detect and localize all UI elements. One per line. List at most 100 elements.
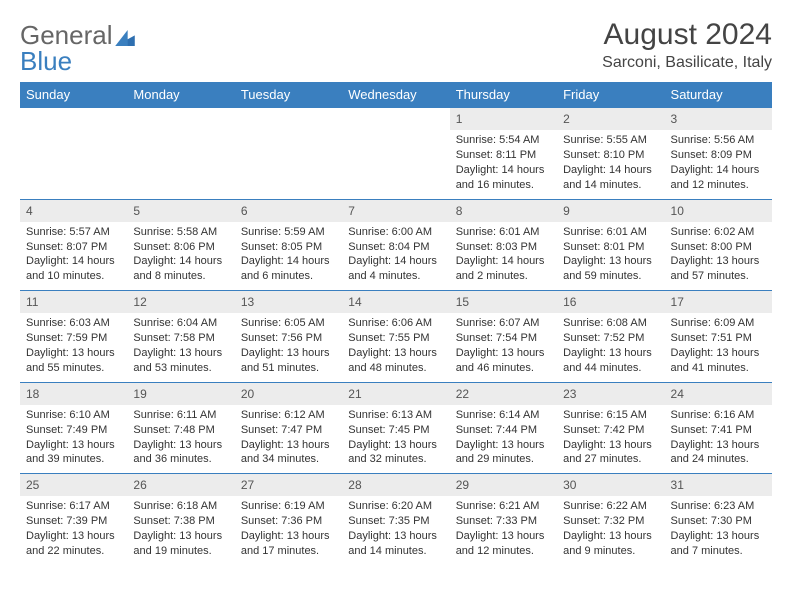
calendar-day-cell: 15Sunrise: 6:07 AMSunset: 7:54 PMDayligh…	[450, 291, 557, 383]
sunrise-text: Sunrise: 6:02 AM	[671, 225, 766, 240]
sunrise-text: Sunrise: 6:15 AM	[563, 408, 658, 423]
location-text: Sarconi, Basilicate, Italy	[602, 54, 772, 72]
sunrise-text: Sunrise: 5:58 AM	[133, 225, 228, 240]
sunset-text: Sunset: 7:58 PM	[133, 331, 228, 346]
sunset-text: Sunset: 7:56 PM	[241, 331, 336, 346]
day-number: 20	[235, 383, 342, 405]
day-number: 25	[20, 474, 127, 496]
calendar-day-cell: 21Sunrise: 6:13 AMSunset: 7:45 PMDayligh…	[342, 382, 449, 474]
calendar-day-cell: 25Sunrise: 6:17 AMSunset: 7:39 PMDayligh…	[20, 474, 127, 565]
sunrise-text: Sunrise: 6:04 AM	[133, 316, 228, 331]
sunrise-text: Sunrise: 6:12 AM	[241, 408, 336, 423]
calendar-day-cell: 27Sunrise: 6:19 AMSunset: 7:36 PMDayligh…	[235, 474, 342, 565]
daylight-text: Daylight: 13 hours and 24 minutes.	[671, 438, 766, 468]
sunset-text: Sunset: 8:01 PM	[563, 240, 658, 255]
sunset-text: Sunset: 7:49 PM	[26, 423, 121, 438]
day-number: 9	[557, 200, 664, 222]
daylight-text: Daylight: 14 hours and 8 minutes.	[133, 254, 228, 284]
daylight-text: Daylight: 14 hours and 12 minutes.	[671, 163, 766, 193]
daylight-text: Daylight: 13 hours and 27 minutes.	[563, 438, 658, 468]
day-number: 19	[127, 383, 234, 405]
calendar-day-cell: 3Sunrise: 5:56 AMSunset: 8:09 PMDaylight…	[665, 108, 772, 200]
sunset-text: Sunset: 7:30 PM	[671, 514, 766, 529]
calendar-day-cell: 30 Sunrise: 6:22 AMSunset: 7:32 PMDayligh…	[557, 474, 664, 565]
day-info: Sunrise: 6:22 AMSunset: 7:32 PMDaylight:…	[557, 499, 664, 558]
sunset-text: Sunset: 8:10 PM	[563, 148, 658, 163]
day-info: Sunrise: 6:06 AMSunset: 7:55 PMDaylight:…	[342, 316, 449, 375]
sunset-text: Sunset: 7:54 PM	[456, 331, 551, 346]
day-number: 22	[450, 383, 557, 405]
daylight-text: Daylight: 13 hours and 36 minutes.	[133, 438, 228, 468]
sunrise-text: Sunrise: 6:07 AM	[456, 316, 551, 331]
sunset-text: Sunset: 7:47 PM	[241, 423, 336, 438]
day-number: 31	[665, 474, 772, 496]
calendar-week-row: 1Sunrise: 5:54 AMSunset: 8:11 PMDaylight…	[20, 108, 772, 200]
calendar-day-cell: 8Sunrise: 6:01 AMSunset: 8:03 PMDaylight…	[450, 199, 557, 291]
day-info: Sunrise: 6:16 AMSunset: 7:41 PMDaylight:…	[665, 408, 772, 467]
daylight-text: Daylight: 13 hours and 41 minutes.	[671, 346, 766, 376]
brand-mark-icon	[115, 24, 135, 50]
sunset-text: Sunset: 7:55 PM	[348, 331, 443, 346]
day-info: Sunrise: 6:21 AMSunset: 7:33 PMDaylight:…	[450, 499, 557, 558]
sunrise-text: Sunrise: 6:17 AM	[26, 499, 121, 514]
daylight-text: Daylight: 14 hours and 6 minutes.	[241, 254, 336, 284]
daylight-text: Daylight: 13 hours and 59 minutes.	[563, 254, 658, 284]
day-number: 11	[20, 291, 127, 313]
sunset-text: Sunset: 7:38 PM	[133, 514, 228, 529]
daylight-text: Daylight: 13 hours and 34 minutes.	[241, 438, 336, 468]
daylight-text: Daylight: 13 hours and 39 minutes.	[26, 438, 121, 468]
sunset-text: Sunset: 7:51 PM	[671, 331, 766, 346]
day-info: Sunrise: 6:18 AMSunset: 7:38 PMDaylight:…	[127, 499, 234, 558]
daylight-text: Daylight: 13 hours and 53 minutes.	[133, 346, 228, 376]
daylight-text: Daylight: 13 hours and 32 minutes.	[348, 438, 443, 468]
calendar-day-cell: 1Sunrise: 5:54 AMSunset: 8:11 PMDaylight…	[450, 108, 557, 200]
header: GeneralBlue August 2024 Sarconi, Basilic…	[20, 18, 772, 74]
calendar-day-cell: 10Sunrise: 6:02 AMSunset: 8:00 PMDayligh…	[665, 199, 772, 291]
day-info: Sunrise: 6:23 AMSunset: 7:30 PMDaylight:…	[665, 499, 772, 558]
day-number: 6	[235, 200, 342, 222]
sunset-text: Sunset: 8:06 PM	[133, 240, 228, 255]
day-number: 30	[557, 474, 664, 496]
daylight-text: Daylight: 14 hours and 2 minutes.	[456, 254, 551, 284]
calendar-day-cell: 9 Sunrise: 6:01 AMSunset: 8:01 PMDaylight…	[557, 199, 664, 291]
day-info: Sunrise: 5:58 AMSunset: 8:06 PMDaylight:…	[127, 225, 234, 284]
day-number: 13	[235, 291, 342, 313]
day-number: 29	[450, 474, 557, 496]
sunrise-text: Sunrise: 5:55 AM	[563, 133, 658, 148]
calendar-day-cell: 28Sunrise: 6:20 AMSunset: 7:35 PMDayligh…	[342, 474, 449, 565]
calendar-day-cell: 7Sunrise: 6:00 AMSunset: 8:04 PMDaylight…	[342, 199, 449, 291]
sunrise-text: Sunrise: 6:03 AM	[26, 316, 121, 331]
calendar-day-cell: 29 Sunrise: 6:21 AMSunset: 7:33 PMDayligh…	[450, 474, 557, 565]
day-info: Sunrise: 6:04 AMSunset: 7:58 PMDaylight:…	[127, 316, 234, 375]
calendar-week-row: 18Sunrise: 6:10 AMSunset: 7:49 PMDayligh…	[20, 382, 772, 474]
day-number: 28	[342, 474, 449, 496]
sunrise-text: Sunrise: 6:01 AM	[456, 225, 551, 240]
day-number: 17	[665, 291, 772, 313]
title-block: August 2024 Sarconi, Basilicate, Italy	[602, 18, 772, 72]
daylight-text: Daylight: 13 hours and 48 minutes.	[348, 346, 443, 376]
sunrise-text: Sunrise: 6:14 AM	[456, 408, 551, 423]
weekday-header: Tuesday	[235, 82, 342, 108]
sunrise-text: Sunrise: 6:16 AM	[671, 408, 766, 423]
sunrise-text: Sunrise: 6:01 AM	[563, 225, 658, 240]
sunset-text: Sunset: 7:33 PM	[456, 514, 551, 529]
sunrise-text: Sunrise: 6:10 AM	[26, 408, 121, 423]
calendar-day-cell: 22 Sunrise: 6:14 AMSunset: 7:44 PMDayligh…	[450, 382, 557, 474]
daylight-text: Daylight: 13 hours and 55 minutes.	[26, 346, 121, 376]
day-number: 24	[665, 383, 772, 405]
sunset-text: Sunset: 8:07 PM	[26, 240, 121, 255]
day-info: Sunrise: 6:14 AMSunset: 7:44 PMDaylight:…	[450, 408, 557, 467]
day-number: 2	[557, 108, 664, 130]
day-number: 4	[20, 200, 127, 222]
sunset-text: Sunset: 8:00 PM	[671, 240, 766, 255]
weekday-header: Wednesday	[342, 82, 449, 108]
sunset-text: Sunset: 8:04 PM	[348, 240, 443, 255]
weekday-header: Saturday	[665, 82, 772, 108]
daylight-text: Daylight: 13 hours and 7 minutes.	[671, 529, 766, 559]
sunset-text: Sunset: 8:05 PM	[241, 240, 336, 255]
daylight-text: Daylight: 14 hours and 14 minutes.	[563, 163, 658, 193]
day-info: Sunrise: 5:57 AMSunset: 8:07 PMDaylight:…	[20, 225, 127, 284]
sunrise-text: Sunrise: 6:20 AM	[348, 499, 443, 514]
daylight-text: Daylight: 14 hours and 10 minutes.	[26, 254, 121, 284]
day-info: Sunrise: 5:55 AMSunset: 8:10 PMDaylight:…	[557, 133, 664, 192]
